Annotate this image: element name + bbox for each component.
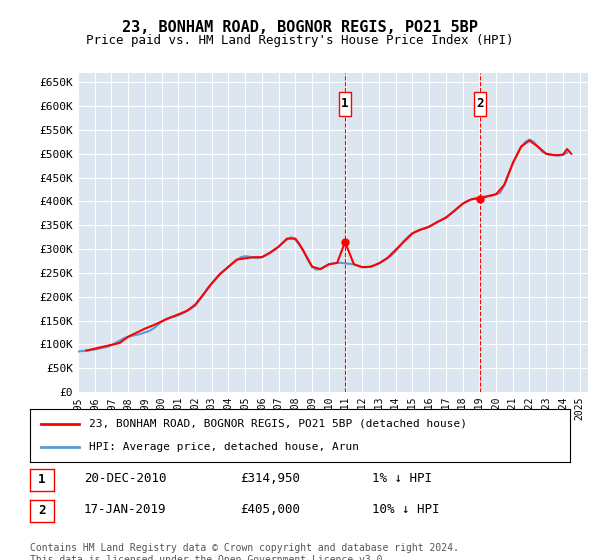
Text: 10% ↓ HPI: 10% ↓ HPI (372, 503, 439, 516)
Text: Contains HM Land Registry data © Crown copyright and database right 2024.
This d: Contains HM Land Registry data © Crown c… (30, 543, 459, 560)
Text: 2: 2 (476, 97, 484, 110)
Text: 20-DEC-2010: 20-DEC-2010 (84, 472, 167, 486)
Text: 1% ↓ HPI: 1% ↓ HPI (372, 472, 432, 486)
Text: 2: 2 (38, 504, 46, 517)
Text: 17-JAN-2019: 17-JAN-2019 (84, 503, 167, 516)
FancyBboxPatch shape (474, 92, 486, 116)
Text: HPI: Average price, detached house, Arun: HPI: Average price, detached house, Arun (89, 442, 359, 452)
Text: 1: 1 (38, 473, 46, 487)
Text: 23, BONHAM ROAD, BOGNOR REGIS, PO21 5BP (detached house): 23, BONHAM ROAD, BOGNOR REGIS, PO21 5BP … (89, 419, 467, 429)
Text: £405,000: £405,000 (240, 503, 300, 516)
Text: 23, BONHAM ROAD, BOGNOR REGIS, PO21 5BP: 23, BONHAM ROAD, BOGNOR REGIS, PO21 5BP (122, 20, 478, 35)
Text: Price paid vs. HM Land Registry's House Price Index (HPI): Price paid vs. HM Land Registry's House … (86, 34, 514, 46)
Text: £314,950: £314,950 (240, 472, 300, 486)
FancyBboxPatch shape (339, 92, 351, 116)
Text: 1: 1 (341, 97, 349, 110)
